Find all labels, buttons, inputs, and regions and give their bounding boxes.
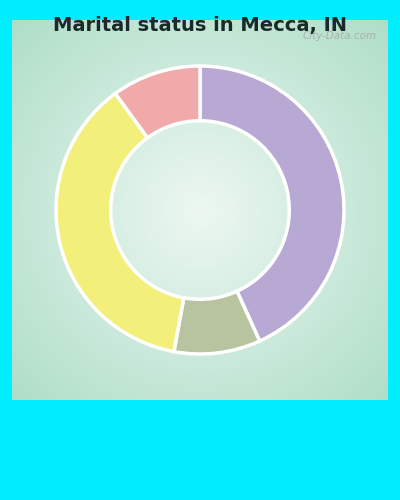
Wedge shape (56, 94, 184, 352)
Text: Marital status in Mecca, IN: Marital status in Mecca, IN (53, 16, 347, 35)
Wedge shape (200, 66, 344, 341)
Wedge shape (115, 66, 200, 138)
Text: City-Data.com: City-Data.com (302, 32, 377, 42)
Wedge shape (174, 292, 260, 354)
